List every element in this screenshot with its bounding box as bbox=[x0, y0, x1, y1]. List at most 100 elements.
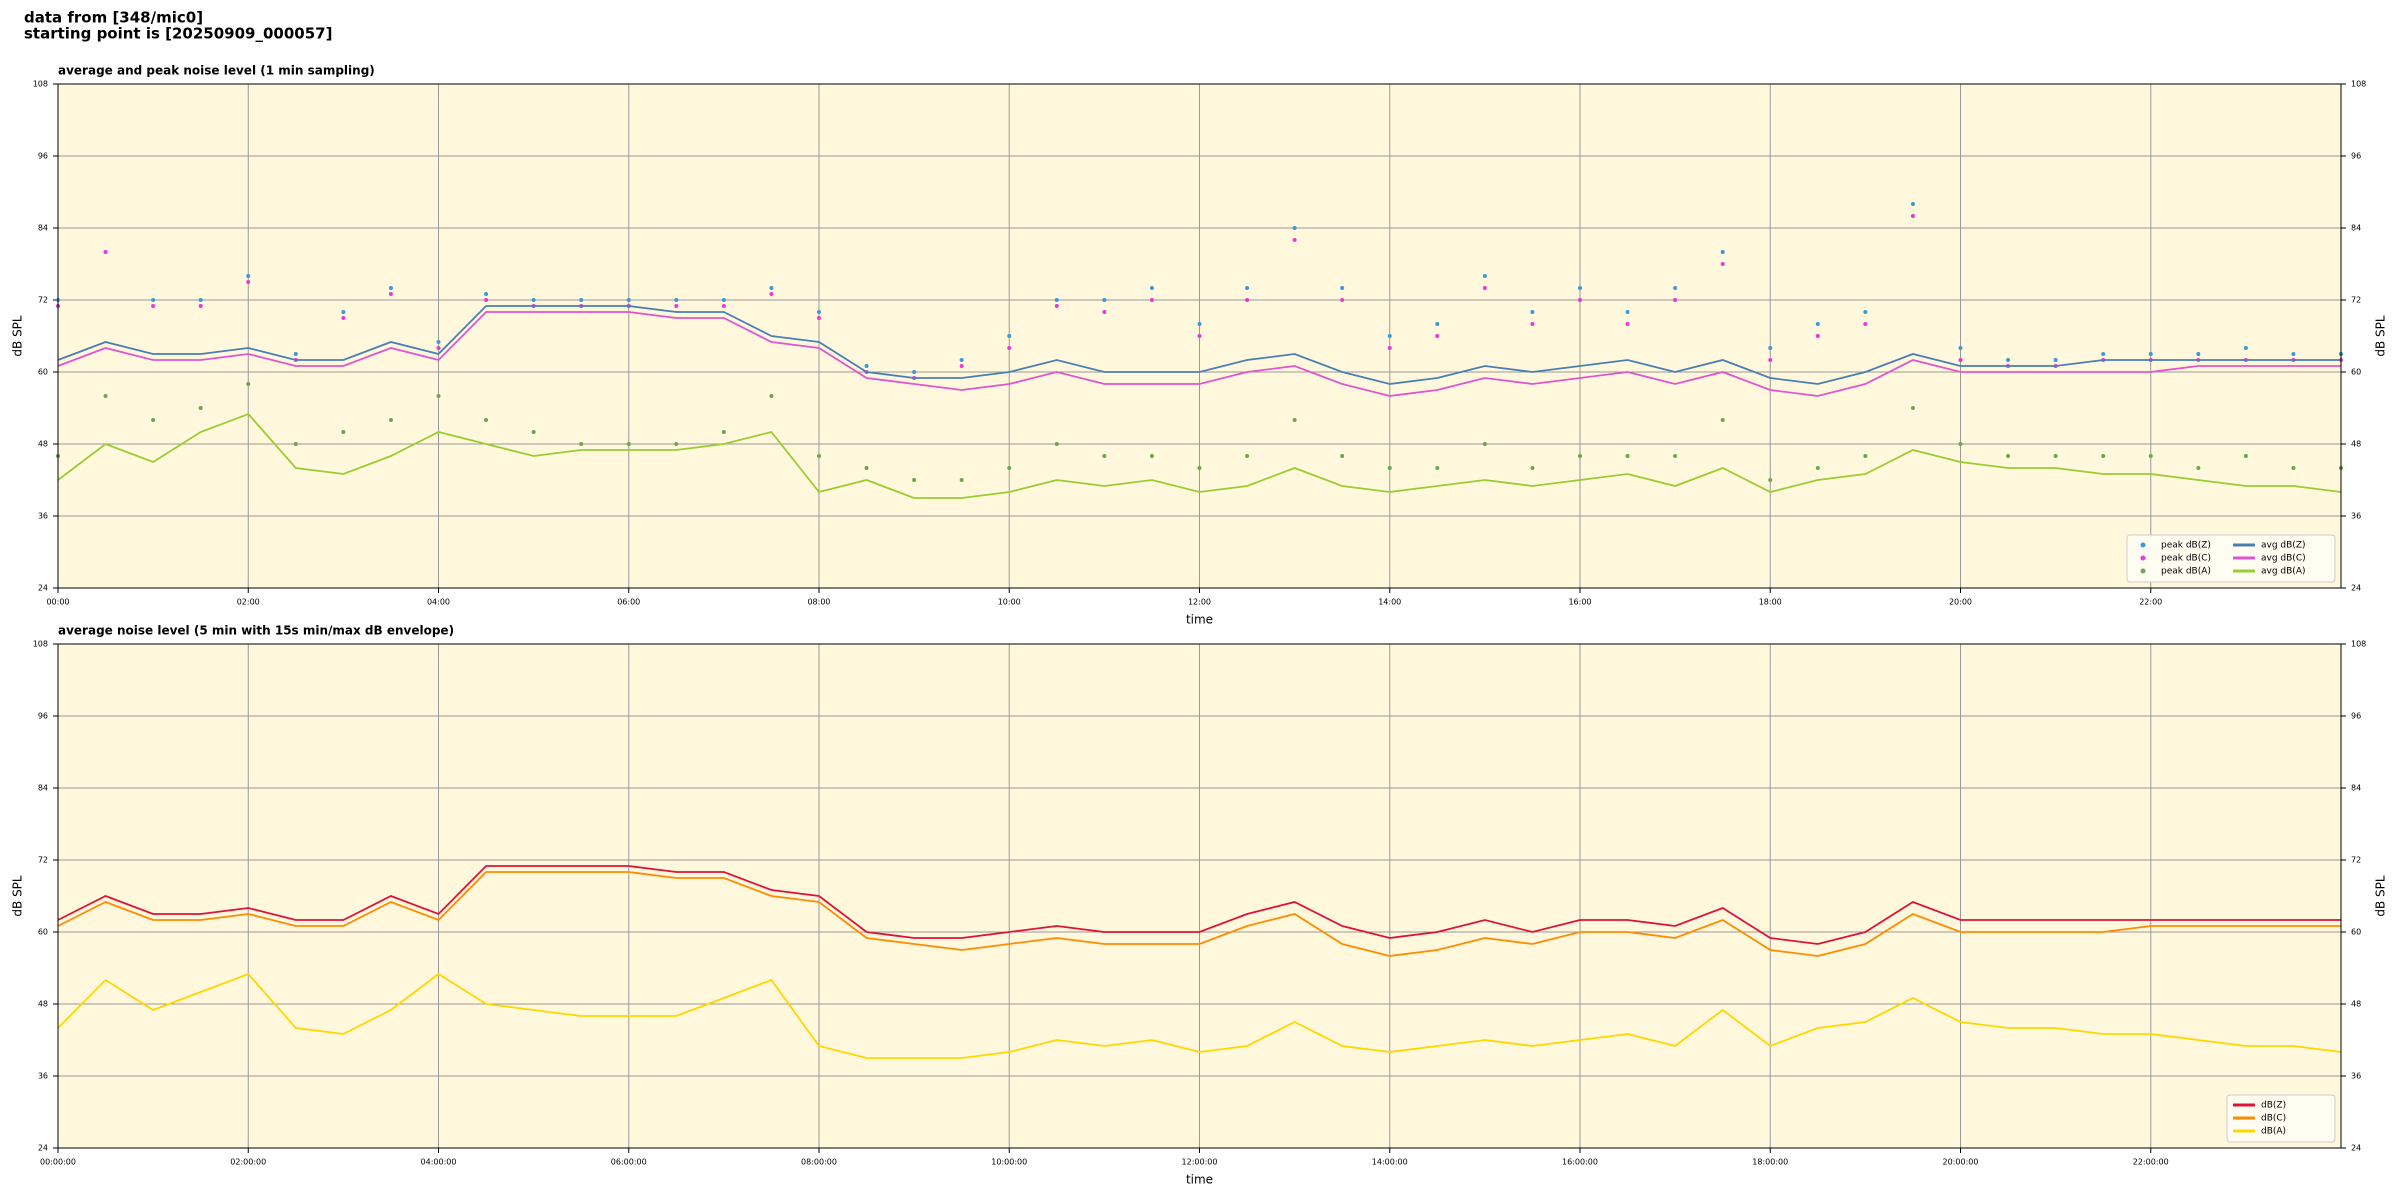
peak-point bbox=[1340, 286, 1345, 290]
peak-point bbox=[293, 352, 298, 356]
y-tick-label: 96 bbox=[2351, 712, 2361, 721]
peak-point bbox=[1149, 298, 1154, 302]
legend-label: peak dB(Z) bbox=[2161, 541, 2211, 551]
peak-point bbox=[1197, 322, 1202, 326]
peak-point bbox=[2006, 454, 2011, 458]
peak-point bbox=[1910, 202, 1915, 206]
peak-point bbox=[198, 298, 203, 302]
chart-title: average noise level (5 min with 15s min/… bbox=[58, 624, 454, 638]
peak-point bbox=[1910, 406, 1915, 410]
y-tick-label: 84 bbox=[38, 224, 48, 233]
peak-point bbox=[1054, 442, 1059, 446]
peak-point bbox=[1245, 454, 1250, 458]
peak-point bbox=[1578, 298, 1582, 302]
x-tick-label: 18:00 bbox=[1759, 598, 1782, 607]
y-tick-label: 24 bbox=[2351, 584, 2361, 593]
y-tick-label: 36 bbox=[2351, 1072, 2361, 1081]
peak-point bbox=[1197, 334, 1202, 338]
peak-point bbox=[2243, 346, 2248, 350]
plot-frame bbox=[57, 643, 2342, 1149]
x-tick-label: 04:00 bbox=[427, 598, 450, 607]
series-line bbox=[57, 305, 2341, 385]
y-tick-label: 84 bbox=[2351, 784, 2361, 793]
peak-point bbox=[769, 292, 774, 296]
peak-point bbox=[959, 478, 964, 482]
peak-point bbox=[1625, 454, 1630, 458]
y-tick-label: 36 bbox=[38, 512, 48, 521]
y-axis-label: dB SPL bbox=[2374, 315, 2388, 357]
plot-frame bbox=[57, 83, 2342, 589]
peak-point bbox=[864, 466, 869, 470]
y-tick-label: 60 bbox=[38, 368, 48, 377]
y-tick-label: 96 bbox=[2351, 152, 2361, 161]
peak-point bbox=[1815, 322, 1820, 326]
peak-point bbox=[1102, 454, 1107, 458]
peak-point bbox=[912, 478, 917, 482]
x-tick-label: 18:00:00 bbox=[1752, 1158, 1788, 1167]
x-tick-label: 04:00:00 bbox=[421, 1158, 457, 1167]
peak-point bbox=[579, 298, 584, 302]
y-axis-label: dB SPL bbox=[2374, 875, 2388, 917]
peak-point bbox=[2006, 358, 2011, 362]
peak-point bbox=[769, 394, 774, 398]
peak-point bbox=[341, 310, 346, 314]
legend-marker bbox=[2140, 542, 2146, 548]
peak-point bbox=[1673, 286, 1678, 290]
peak-point bbox=[1435, 466, 1440, 470]
peak-point bbox=[1482, 286, 1487, 290]
peak-point bbox=[293, 442, 298, 446]
peak-point bbox=[1149, 286, 1154, 290]
peak-point bbox=[769, 286, 774, 290]
peak-point bbox=[246, 280, 251, 284]
peak-point bbox=[1292, 226, 1297, 230]
peak-point bbox=[484, 292, 489, 296]
peak-point bbox=[1673, 454, 1678, 458]
legend-label: dB(C) bbox=[2261, 1114, 2286, 1124]
peak-point bbox=[1482, 274, 1487, 278]
x-tick-label: 10:00 bbox=[998, 598, 1021, 607]
peak-point bbox=[246, 382, 251, 386]
peak-point bbox=[1720, 250, 1725, 254]
peak-point bbox=[2243, 454, 2248, 458]
peak-point bbox=[1530, 322, 1535, 326]
peak-point bbox=[817, 316, 821, 320]
peak-point bbox=[246, 274, 251, 278]
peak-point bbox=[817, 454, 821, 458]
peak-point bbox=[674, 442, 679, 446]
peak-point bbox=[531, 430, 536, 434]
peak-point bbox=[1197, 466, 1202, 470]
legend-label: avg dB(Z) bbox=[2261, 541, 2306, 551]
peak-point bbox=[912, 370, 917, 374]
peak-point bbox=[1863, 322, 1868, 326]
peak-point bbox=[484, 298, 489, 302]
peak-point bbox=[2101, 352, 2106, 356]
peak-point bbox=[198, 406, 203, 410]
x-tick-label: 20:00 bbox=[1949, 598, 1972, 607]
series-line bbox=[57, 311, 2341, 397]
series-line bbox=[57, 865, 2341, 945]
x-tick-label: 16:00 bbox=[1568, 598, 1591, 607]
peak-point bbox=[1007, 334, 1012, 338]
peak-point bbox=[721, 304, 726, 308]
peak-point bbox=[341, 316, 346, 320]
y-tick-label: 108 bbox=[2351, 640, 2366, 649]
y-tick-label: 24 bbox=[38, 584, 48, 593]
peak-point bbox=[2101, 454, 2106, 458]
y-tick-label: 108 bbox=[33, 640, 48, 649]
peak-point bbox=[1387, 346, 1392, 350]
peak-point bbox=[103, 250, 108, 254]
y-tick-label: 72 bbox=[2351, 296, 2361, 305]
peak-point bbox=[1768, 346, 1773, 350]
peak-point bbox=[436, 346, 441, 350]
peak-point bbox=[1435, 322, 1440, 326]
peak-point bbox=[484, 418, 489, 422]
peak-point bbox=[2291, 466, 2296, 470]
peak-point bbox=[1530, 310, 1535, 314]
peak-point bbox=[1958, 346, 1963, 350]
peak-point bbox=[1007, 466, 1012, 470]
y-tick-label: 48 bbox=[2351, 440, 2361, 449]
y-tick-label: 60 bbox=[2351, 368, 2361, 377]
x-tick-label: 22:00 bbox=[2139, 598, 2162, 607]
y-tick-label: 48 bbox=[2351, 1000, 2361, 1009]
